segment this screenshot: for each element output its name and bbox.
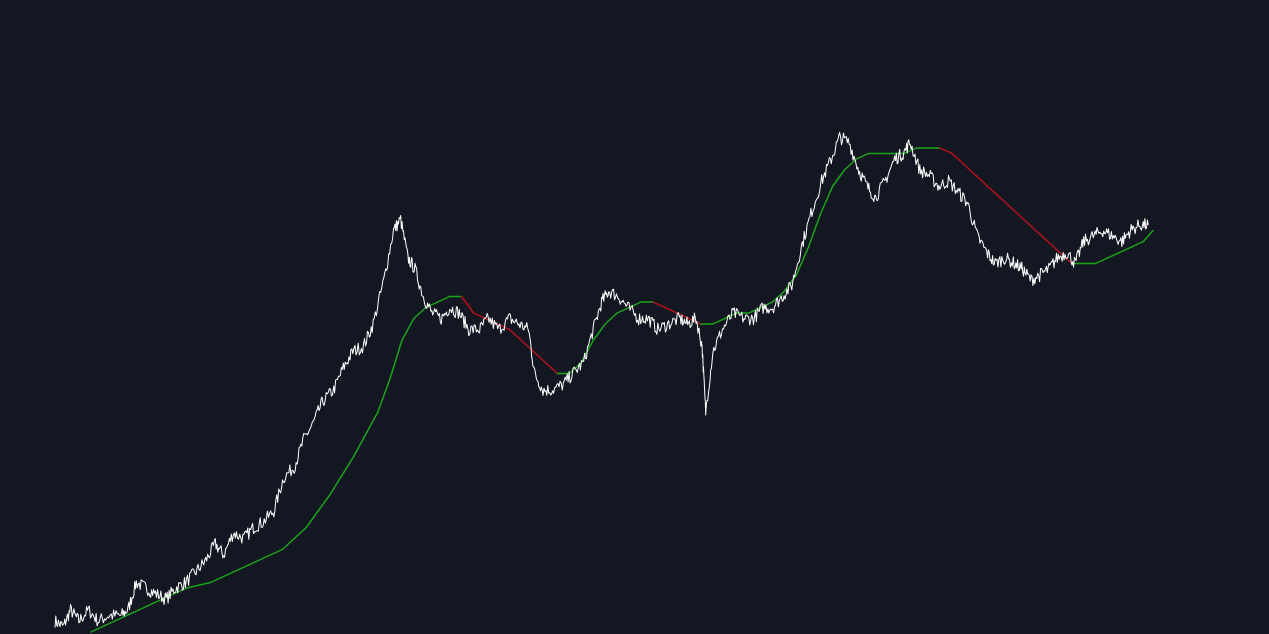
ma-segment-rising bbox=[604, 312, 618, 325]
ma-segment-rising bbox=[855, 152, 870, 160]
ma-segment-rising bbox=[377, 378, 391, 413]
ma-segment-rising bbox=[903, 147, 917, 155]
price-line bbox=[54, 131, 1149, 628]
ma-segment-rising bbox=[413, 306, 427, 320]
ma-segment-falling bbox=[1046, 240, 1061, 254]
ma-segment-rising bbox=[1106, 251, 1121, 259]
ma-segment-rising bbox=[843, 158, 858, 171]
ma-segment-falling bbox=[1011, 207, 1025, 221]
ma-segment-rising bbox=[389, 339, 403, 380]
ma-segment-falling bbox=[532, 350, 547, 364]
ma-segment-rising bbox=[616, 306, 630, 314]
ma-segment-rising bbox=[425, 301, 439, 309]
ma-segment-falling bbox=[939, 147, 953, 155]
ma-segment-rising bbox=[353, 411, 379, 457]
ma-segment-falling bbox=[664, 306, 678, 314]
moving-average-line bbox=[90, 147, 1154, 633]
price-series bbox=[54, 131, 1149, 628]
ma-segment-falling bbox=[963, 163, 977, 177]
ma-segment-rising bbox=[807, 213, 822, 248]
ma-segment-falling bbox=[688, 317, 702, 325]
ma-segment-rising bbox=[592, 323, 606, 342]
ma-segment-rising bbox=[831, 169, 846, 188]
ma-segment-rising bbox=[281, 526, 307, 551]
ma-segment-rising bbox=[712, 317, 726, 325]
ma-segment-falling bbox=[951, 152, 965, 166]
ma-segment-rising bbox=[329, 455, 355, 496]
ma-segment-rising bbox=[747, 306, 762, 314]
ma-segment-rising bbox=[257, 548, 284, 562]
ma-segment-rising bbox=[401, 317, 415, 342]
ma-segment-falling bbox=[999, 196, 1013, 210]
ma-segment-falling bbox=[975, 174, 989, 188]
ma-segment-falling bbox=[472, 312, 487, 320]
ma-segment-falling bbox=[460, 295, 475, 314]
ma-segment-rising bbox=[1094, 257, 1109, 265]
ma-segment-falling bbox=[544, 361, 559, 375]
ma-segment-rising bbox=[1118, 246, 1133, 254]
ma-segment-falling bbox=[652, 301, 666, 309]
ma-segment-rising bbox=[137, 598, 164, 611]
ma-segment-rising bbox=[185, 581, 212, 589]
ma-segment-falling bbox=[1023, 218, 1037, 232]
ma-segment-rising bbox=[90, 620, 116, 633]
ma-segment-falling bbox=[508, 328, 523, 342]
ma-segment-rising bbox=[795, 246, 810, 276]
ma-segment-rising bbox=[436, 295, 451, 303]
ma-segment-rising bbox=[305, 493, 331, 529]
ma-segment-rising bbox=[819, 185, 834, 215]
ma-segment-falling bbox=[1035, 229, 1049, 243]
ma-segment-rising bbox=[1130, 240, 1145, 248]
ma-segment-rising bbox=[114, 609, 140, 622]
ma-segment-rising bbox=[1142, 229, 1154, 243]
ma-segment-rising bbox=[771, 290, 786, 303]
ma-segment-rising bbox=[209, 570, 236, 584]
ma-segment-rising bbox=[233, 559, 260, 573]
ma-segment-falling bbox=[987, 185, 1001, 199]
